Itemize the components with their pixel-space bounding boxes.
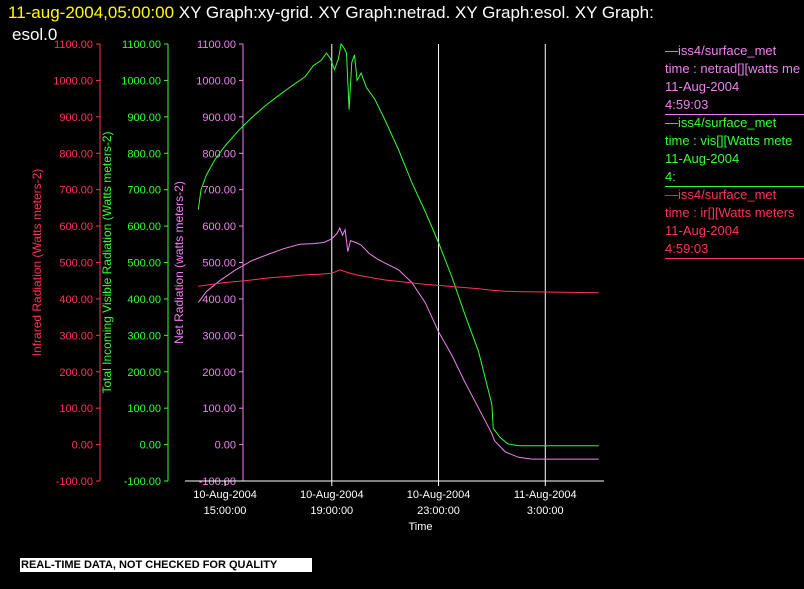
series-layer <box>197 42 599 460</box>
x-axis-label: Time <box>408 521 432 533</box>
legend-date: 11-Aug-2004 <box>665 151 740 166</box>
y-tick-label: 100.00 <box>59 403 93 415</box>
legend-source: —iss4/surface_met <box>665 115 777 130</box>
axes-layer: -100.00 0.00 100.00 200.00 300.00 400.00 500.0… <box>30 39 604 533</box>
y-tick-label: 200.00 <box>59 367 93 379</box>
y-tick-label: 600.00 <box>127 221 161 233</box>
y-tick-label: 1100.00 <box>54 39 93 51</box>
y-tick-label: 1000.00 <box>121 75 161 87</box>
y-tick-label: 500.00 <box>127 258 161 270</box>
legend-divider <box>665 114 804 115</box>
legend-source: —iss4/surface_met <box>665 187 777 202</box>
y-tick-label: 200.00 <box>127 367 161 379</box>
series-line-vis <box>197 42 599 447</box>
y-tick-label: 600.00 <box>59 221 93 233</box>
legend-entry-vis: —iss4/surface_met time : vis[][Watts met… <box>665 114 792 186</box>
legend-source: —iss4/surface_met <box>665 43 777 58</box>
y-tick-label: 1100.00 <box>122 39 161 51</box>
y-tick-label: 1100.00 <box>197 39 236 51</box>
y-tick-label: 300.00 <box>202 330 236 342</box>
y-tick-label: 400.00 <box>59 294 93 306</box>
y-tick-label: 700.00 <box>59 185 93 197</box>
y-tick-label: 400.00 <box>202 294 236 306</box>
legend-time: 4: <box>665 169 676 184</box>
legend-entry-netrad: —iss4/surface_met time : netrad[][watts … <box>665 42 800 114</box>
x-tick-label: 10-Aug-2004 <box>407 489 471 501</box>
legend-time: 4:59:03 <box>665 241 709 256</box>
x-tick-label: 10-Aug-2004 <box>300 489 364 501</box>
graph-header: 11-aug-2004,05:00:00 XY Graph:xy-grid. X… <box>8 3 654 23</box>
x-tick-label: 23:00:00 <box>417 505 460 517</box>
x-tick-label: 19:00:00 <box>310 505 353 517</box>
legend-time: 4:59:03 <box>665 97 709 112</box>
y-tick-label: 900.00 <box>59 112 93 124</box>
y-tick-label: 100.00 <box>127 403 161 415</box>
x-tick-label: 11-Aug-2004 <box>514 489 577 501</box>
y-tick-label: 500.00 <box>202 258 236 270</box>
y-tick-label: 900.00 <box>202 112 236 124</box>
legend-date: 11-Aug-2004 <box>665 223 740 238</box>
x-tick-label: 15:00:00 <box>204 505 247 517</box>
y-axis-label-netrad: Net Radiation (watts meters-2) <box>172 181 186 344</box>
y-tick-label: 800.00 <box>127 148 161 160</box>
legend-variable: time : vis[][Watts mete <box>665 133 793 148</box>
y-tick-label: 1000.00 <box>196 75 236 87</box>
y-tick-label: 300.00 <box>127 330 161 342</box>
legend-divider <box>665 258 804 259</box>
y-tick-label: 100.00 <box>202 403 236 415</box>
y-tick-label: -100.00 <box>56 476 93 488</box>
y-tick-label: -100.00 <box>199 476 236 488</box>
y-tick-label: 300.00 <box>59 330 93 342</box>
y-tick-label: 700.00 <box>202 185 236 197</box>
y-tick-label: 200.00 <box>202 367 236 379</box>
series-line-netrad <box>197 226 599 460</box>
header-titles-continued: esol.0 <box>12 25 58 44</box>
y-tick-label: 700.00 <box>127 185 161 197</box>
y-tick-label: -100.00 <box>124 476 161 488</box>
legend-date: 11-Aug-2004 <box>665 79 740 94</box>
legend-variable: time : ir[][Watts meters <box>665 205 795 220</box>
legend-entry-ir: —iss4/surface_met time : ir[][Watts mete… <box>665 186 795 258</box>
x-tick-label: 3:00:00 <box>527 505 564 517</box>
legend-divider <box>665 186 804 187</box>
y-axis-label-ir: Infrared Radiation (Watts meters-2) <box>30 169 44 357</box>
series-line-ir <box>198 269 599 294</box>
y-tick-label: 600.00 <box>202 221 236 233</box>
y-tick-label: 1000.00 <box>53 75 93 87</box>
y-tick-label: 0.00 <box>72 440 93 452</box>
header-date: 11-aug-2004,05:00:00 <box>8 3 175 22</box>
y-tick-label: 0.00 <box>140 440 161 452</box>
legend-variable: time : netrad[][watts me <box>665 61 801 76</box>
y-tick-label: 0.00 <box>215 440 236 452</box>
y-axis-label-vis: Total Incoming Visible Radiation (Watts … <box>100 131 114 393</box>
quality-warning-banner: REAL-TIME DATA, NOT CHECKED FOR QUALITY <box>20 558 312 572</box>
y-tick-label: 400.00 <box>127 294 161 306</box>
y-tick-label: 800.00 <box>59 148 93 160</box>
grid-layer <box>331 44 546 481</box>
x-tick-label: 10-Aug-2004 <box>193 489 257 501</box>
header-titles: XY Graph:xy-grid. XY Graph:netrad. XY Gr… <box>178 3 654 22</box>
y-tick-label: 900.00 <box>127 112 161 124</box>
y-tick-label: 500.00 <box>59 258 93 270</box>
